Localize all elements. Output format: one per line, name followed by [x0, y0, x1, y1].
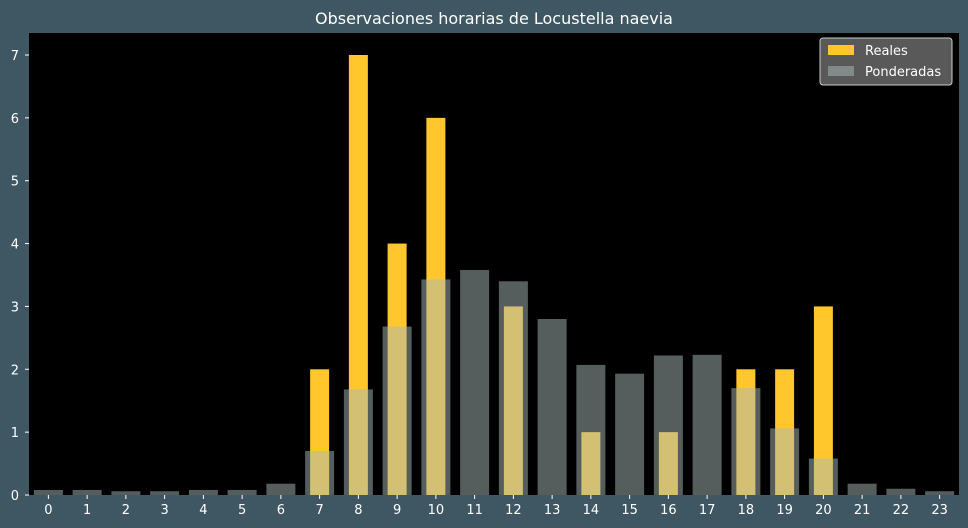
bar-ponderadas-4	[188, 489, 218, 495]
bar-ponderadas-23	[925, 491, 955, 495]
bar-ponderadas-12	[498, 281, 528, 495]
x-tick-label: 18	[738, 503, 755, 518]
y-tick-label: 3	[11, 300, 19, 315]
x-tick-label: 23	[931, 503, 948, 518]
plot-area	[29, 33, 959, 495]
x-tick-label: 3	[160, 503, 168, 518]
x-axis: 0 1 2 3 4 5 6 7 8 9 10 11 12 13 14 15 16 17 18 19 20 21 22 23	[44, 495, 948, 518]
bar-ponderadas-3	[150, 491, 180, 495]
legend: Reales Ponderadas	[819, 37, 953, 86]
bar-ponderadas-11	[460, 269, 490, 495]
bar-ponderadas-20	[808, 458, 838, 495]
x-tick-label: 6	[277, 503, 285, 518]
x-tick-label: 11	[466, 503, 483, 518]
bar-ponderadas-18	[731, 388, 761, 495]
x-tick-label: 2	[122, 503, 130, 518]
bar-ponderadas-1	[72, 489, 102, 495]
x-tick-label: 12	[505, 503, 522, 518]
chart-title: Observaciones horarias de Locustella nae…	[315, 9, 673, 28]
legend-label-reales: Reales	[865, 44, 908, 59]
x-tick-label: 15	[621, 503, 638, 518]
y-tick-label: 1	[11, 426, 19, 441]
bar-ponderadas-5	[227, 489, 257, 495]
bar-ponderadas-2	[111, 491, 141, 495]
bars-ponderadas	[33, 269, 955, 495]
x-tick-label: 19	[776, 503, 793, 518]
y-tick-label: 2	[11, 363, 19, 378]
bar-ponderadas-14	[576, 364, 606, 495]
bar-ponderadas-6	[266, 483, 296, 495]
bar-ponderadas-17	[692, 354, 722, 495]
bar-ponderadas-10	[421, 279, 451, 495]
x-tick-label: 7	[315, 503, 323, 518]
x-tick-label: 1	[83, 503, 91, 518]
legend-swatch-reales	[828, 45, 854, 55]
x-tick-label: 8	[354, 503, 362, 518]
bar-ponderadas-16	[653, 355, 683, 495]
x-tick-label: 10	[428, 503, 445, 518]
bar-ponderadas-22	[886, 488, 916, 495]
y-tick-label: 0	[11, 489, 19, 504]
x-tick-label: 4	[199, 503, 207, 518]
bar-ponderadas-19	[770, 428, 800, 495]
x-tick-label: 5	[238, 503, 246, 518]
y-tick-label: 7	[11, 49, 19, 64]
y-tick-label: 5	[11, 175, 19, 190]
y-axis: 0 1 2 3 4 5 6 7	[11, 49, 29, 504]
bar-ponderadas-0	[33, 489, 63, 495]
x-tick-label: 14	[583, 503, 600, 518]
x-tick-label: 0	[44, 503, 52, 518]
x-tick-label: 13	[544, 503, 561, 518]
bar-ponderadas-9	[382, 326, 412, 495]
bar-reales-8	[348, 55, 368, 495]
bar-ponderadas-15	[615, 373, 645, 495]
bar-reales-20	[813, 306, 833, 495]
bar-ponderadas-21	[847, 483, 877, 495]
legend-label-ponderadas: Ponderadas	[865, 65, 941, 80]
x-tick-label: 17	[699, 503, 716, 518]
legend-swatch-ponderadas	[828, 66, 854, 76]
bar-ponderadas-13	[537, 319, 567, 495]
bar-ponderadas-8	[343, 389, 373, 495]
x-tick-label: 9	[393, 503, 401, 518]
x-tick-label: 16	[660, 503, 677, 518]
x-tick-label: 21	[854, 503, 871, 518]
y-tick-label: 6	[11, 112, 19, 127]
x-tick-label: 20	[815, 503, 832, 518]
bar-ponderadas-7	[305, 451, 335, 495]
y-tick-label: 4	[11, 238, 19, 253]
x-tick-label: 22	[893, 503, 910, 518]
